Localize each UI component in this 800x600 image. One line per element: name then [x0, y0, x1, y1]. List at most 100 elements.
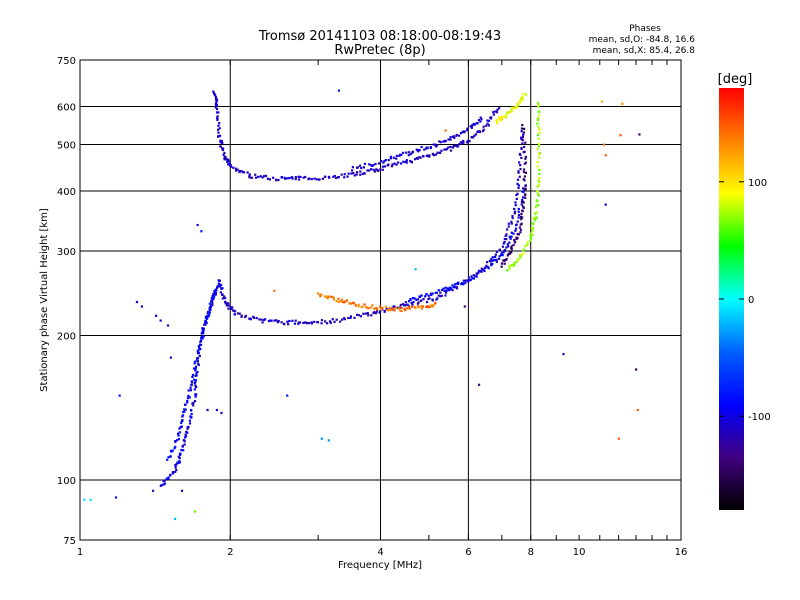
- echo-point: [218, 127, 221, 130]
- echo-point: [348, 302, 351, 305]
- echo-point: [369, 306, 372, 309]
- echo-point: [498, 255, 501, 258]
- echo-point: [399, 303, 402, 307]
- echo-point: [404, 309, 407, 312]
- echo-point: [501, 262, 504, 265]
- echo-point: [457, 281, 460, 284]
- echo-point: [536, 118, 540, 122]
- echo-point: [179, 452, 182, 455]
- echo-point: [513, 263, 516, 266]
- echo-point: [224, 300, 227, 303]
- echo-point: [188, 419, 192, 422]
- echo-point: [320, 293, 323, 296]
- echo-point: [472, 274, 475, 277]
- echo-point: [400, 153, 403, 157]
- y-tick-label: 300: [57, 247, 76, 258]
- echo-point: [313, 177, 316, 180]
- echo-point: [537, 125, 540, 128]
- echo-point: [513, 210, 517, 213]
- echo-point: [217, 131, 220, 134]
- colorbar-label: [deg]: [718, 72, 753, 87]
- echo-point: [524, 245, 527, 248]
- echo-point: [385, 307, 388, 310]
- echo-point: [486, 119, 489, 122]
- echo-point: [209, 308, 212, 311]
- echo-point: [491, 262, 494, 266]
- echo-point: [207, 314, 210, 318]
- echo-point: [345, 299, 349, 302]
- echo-point: [438, 151, 441, 154]
- echo-point: [240, 170, 243, 173]
- y-tick-label: 400: [57, 187, 76, 198]
- echo-point: [374, 162, 377, 166]
- echo-point: [370, 168, 373, 171]
- echo-point: [520, 156, 523, 159]
- echo-point: [520, 130, 523, 133]
- echo-point: [532, 217, 535, 220]
- echo-point: [291, 319, 294, 322]
- echo-point: [215, 99, 218, 102]
- echo-point: [186, 427, 189, 430]
- echo-point: [425, 293, 428, 296]
- echo-point: [218, 122, 221, 125]
- echo-point: [518, 101, 522, 104]
- echo-point: [483, 269, 486, 273]
- echo-point: [192, 401, 195, 404]
- echo-point: [183, 440, 186, 443]
- echo-point: [513, 261, 516, 265]
- echo-point: [477, 130, 480, 133]
- echo-point: [214, 102, 218, 105]
- echo-point: [521, 199, 524, 202]
- echo-point: [534, 215, 537, 218]
- echo-point: [402, 160, 405, 163]
- echo-point: [496, 122, 499, 125]
- echo-point: [376, 308, 379, 311]
- echo-point: [227, 159, 230, 163]
- echo-point: [186, 426, 189, 429]
- echo-point: [287, 323, 290, 326]
- echo-point: [520, 146, 523, 150]
- echo-point: [522, 205, 525, 208]
- echo-point: [413, 297, 416, 300]
- echo-point: [521, 95, 525, 98]
- echo-point: [358, 164, 362, 167]
- echo-point: [428, 297, 431, 300]
- echo-point: [175, 468, 178, 472]
- echo-point: [436, 297, 439, 300]
- echo-point: [503, 237, 506, 241]
- echo-point: [510, 220, 513, 223]
- echo-point: [467, 280, 470, 283]
- echo-point: [497, 257, 501, 260]
- echo-point: [434, 143, 437, 146]
- echo-point: [196, 349, 199, 352]
- echo-point: [516, 220, 519, 223]
- echo-point: [356, 166, 359, 169]
- echo-point: [177, 455, 180, 458]
- echo-point: [459, 141, 463, 144]
- echo-point: [217, 124, 220, 127]
- echo-point: [496, 119, 499, 122]
- echo-point: [381, 308, 384, 311]
- echo-point: [344, 300, 347, 303]
- echo-point: [502, 242, 505, 245]
- echo-point: [523, 145, 526, 149]
- echo-point: [520, 137, 523, 141]
- echo-point: [501, 117, 504, 120]
- echo-point: [638, 133, 641, 136]
- echo-point: [439, 295, 442, 298]
- echo-point: [308, 177, 311, 180]
- echo-point: [310, 322, 314, 325]
- echo-point: [223, 295, 226, 298]
- echo-point: [472, 277, 476, 280]
- echo-point: [181, 419, 184, 422]
- echo-point: [188, 396, 191, 399]
- echo-point: [521, 196, 525, 199]
- echo-point: [562, 353, 565, 356]
- echo-point: [480, 270, 483, 273]
- echo-point: [447, 287, 450, 290]
- echo-point: [162, 483, 165, 486]
- echo-point: [200, 230, 203, 233]
- echo-point: [447, 289, 450, 292]
- echo-point: [169, 455, 172, 458]
- echo-point: [291, 177, 294, 180]
